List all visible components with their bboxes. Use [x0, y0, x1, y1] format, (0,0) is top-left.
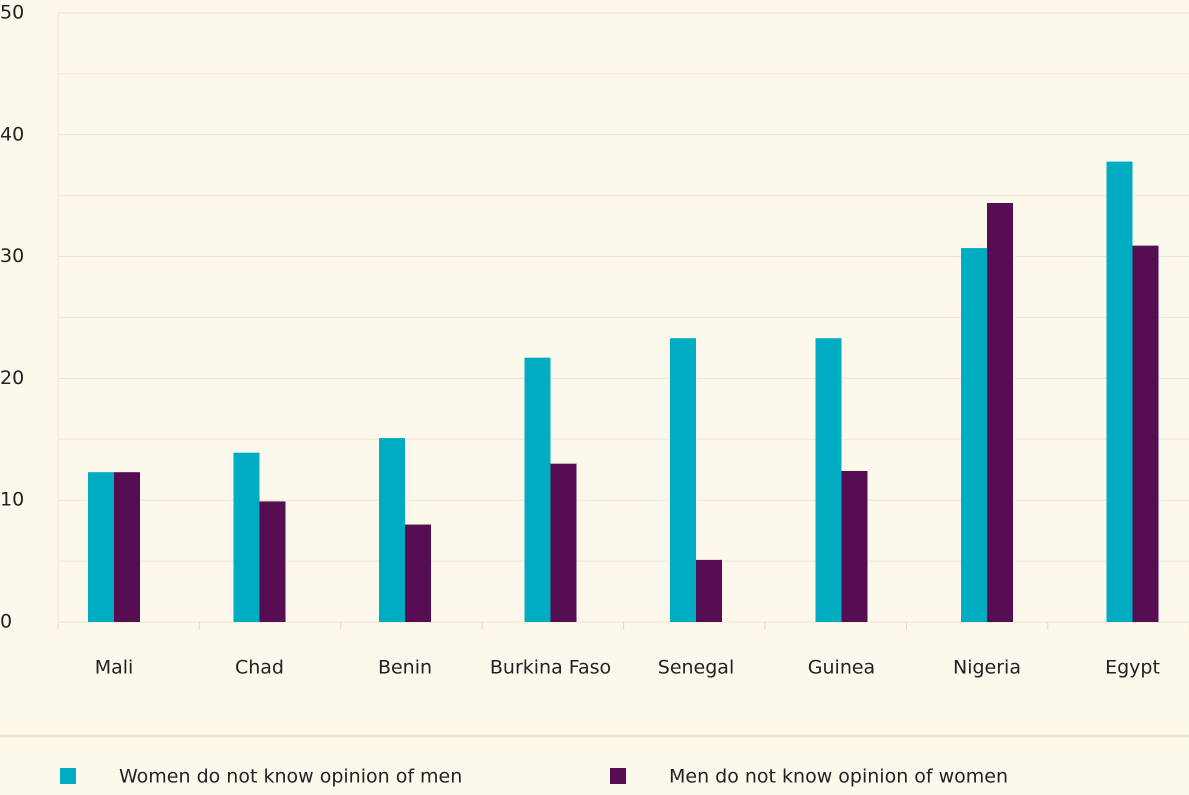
- bar: [670, 338, 696, 622]
- bar: [1132, 245, 1159, 622]
- y-tick-label: 40: [0, 123, 24, 145]
- bar: [259, 501, 286, 622]
- x-tick-label: Mali: [95, 657, 134, 679]
- x-tick-label: Nigeria: [953, 657, 1021, 679]
- y-tick-label: 20: [0, 367, 24, 389]
- x-tick-label: Benin: [378, 657, 432, 679]
- x-tick-label: Chad: [235, 657, 284, 679]
- bar: [696, 559, 722, 622]
- x-tick-label: Burkina Faso: [490, 657, 611, 679]
- legend-label: Men do not know opinion of women: [669, 766, 1008, 788]
- bar: [88, 472, 114, 622]
- y-tick-label: 30: [0, 245, 24, 267]
- bar: [1106, 161, 1133, 622]
- x-tick-label: Egypt: [1105, 657, 1160, 679]
- bar: [815, 338, 842, 622]
- legend-label: Women do not know opinion of men: [119, 766, 462, 788]
- bar: [233, 452, 260, 622]
- bar: [550, 463, 577, 622]
- bar: [961, 248, 987, 622]
- bar: [524, 357, 551, 622]
- x-tick-label: Senegal: [658, 657, 734, 679]
- y-tick-label: 50: [0, 2, 24, 24]
- bar: [841, 470, 868, 622]
- bar: [405, 524, 431, 622]
- bar: [379, 438, 405, 622]
- y-tick-label: 10: [0, 489, 24, 511]
- bar: [114, 472, 140, 622]
- legend-swatch: [60, 768, 76, 784]
- legend-swatch: [610, 768, 626, 784]
- x-tick-label: Guinea: [808, 657, 875, 679]
- bar: [987, 203, 1013, 622]
- y-tick-label: 0: [0, 611, 12, 633]
